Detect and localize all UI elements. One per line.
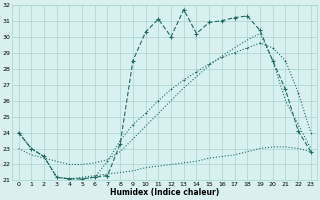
X-axis label: Humidex (Indice chaleur): Humidex (Indice chaleur)	[110, 188, 219, 197]
